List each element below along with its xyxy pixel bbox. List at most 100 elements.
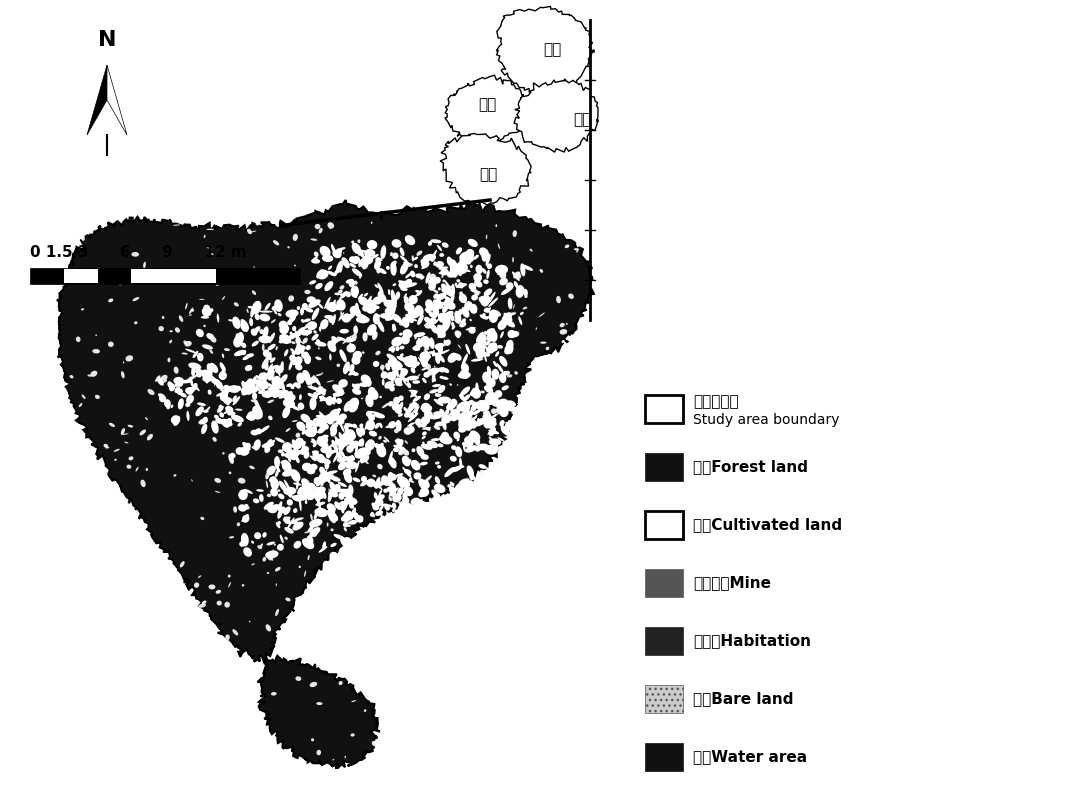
Ellipse shape (526, 404, 536, 413)
Ellipse shape (416, 250, 423, 256)
Ellipse shape (449, 484, 451, 492)
Ellipse shape (399, 501, 409, 510)
Ellipse shape (442, 501, 448, 508)
Ellipse shape (430, 746, 432, 749)
Ellipse shape (367, 478, 376, 487)
Ellipse shape (421, 358, 428, 368)
Ellipse shape (464, 481, 472, 486)
Ellipse shape (352, 383, 353, 385)
Ellipse shape (437, 444, 444, 448)
Ellipse shape (418, 578, 425, 586)
Ellipse shape (377, 464, 383, 469)
Ellipse shape (414, 336, 417, 340)
Ellipse shape (339, 440, 348, 449)
Ellipse shape (564, 245, 570, 248)
Ellipse shape (286, 428, 290, 431)
Ellipse shape (262, 532, 267, 538)
Ellipse shape (444, 299, 453, 308)
Ellipse shape (203, 410, 209, 413)
Ellipse shape (461, 407, 465, 411)
Ellipse shape (415, 732, 420, 734)
Ellipse shape (574, 506, 578, 510)
Ellipse shape (336, 299, 346, 311)
Ellipse shape (340, 443, 349, 448)
Ellipse shape (219, 412, 224, 418)
Ellipse shape (399, 332, 402, 336)
Ellipse shape (74, 498, 77, 505)
Ellipse shape (435, 278, 440, 282)
Ellipse shape (403, 427, 412, 435)
Ellipse shape (527, 640, 531, 645)
Ellipse shape (328, 511, 338, 522)
Ellipse shape (405, 314, 414, 323)
Ellipse shape (398, 502, 405, 505)
Ellipse shape (201, 423, 207, 434)
Ellipse shape (348, 371, 355, 375)
Ellipse shape (94, 660, 97, 662)
Ellipse shape (306, 535, 314, 546)
Ellipse shape (483, 341, 490, 345)
Ellipse shape (458, 584, 461, 588)
Ellipse shape (418, 502, 431, 510)
Ellipse shape (340, 503, 345, 514)
Ellipse shape (264, 357, 268, 368)
Ellipse shape (253, 440, 260, 451)
Ellipse shape (450, 398, 458, 406)
Ellipse shape (359, 296, 368, 306)
Ellipse shape (496, 403, 506, 412)
Ellipse shape (474, 563, 480, 566)
Ellipse shape (455, 658, 458, 662)
Ellipse shape (417, 423, 421, 427)
Ellipse shape (294, 265, 296, 266)
Ellipse shape (407, 522, 409, 535)
Ellipse shape (444, 340, 446, 346)
Ellipse shape (319, 228, 322, 233)
Ellipse shape (315, 357, 321, 360)
Ellipse shape (291, 520, 298, 524)
Ellipse shape (367, 324, 377, 336)
Ellipse shape (556, 646, 562, 651)
Ellipse shape (558, 482, 561, 488)
Text: 迁安: 迁安 (479, 167, 497, 183)
Ellipse shape (132, 667, 138, 675)
Ellipse shape (179, 380, 192, 383)
Ellipse shape (403, 357, 415, 367)
Ellipse shape (450, 408, 460, 418)
Ellipse shape (335, 415, 344, 426)
Ellipse shape (388, 596, 392, 598)
Ellipse shape (458, 415, 462, 428)
Ellipse shape (337, 489, 349, 493)
Ellipse shape (377, 444, 386, 457)
Ellipse shape (383, 561, 388, 564)
Ellipse shape (316, 388, 327, 394)
Ellipse shape (444, 495, 450, 502)
Text: 水域Water area: 水域Water area (692, 749, 807, 765)
Ellipse shape (376, 482, 381, 488)
Ellipse shape (346, 525, 351, 526)
Ellipse shape (476, 332, 484, 342)
Ellipse shape (349, 256, 356, 262)
Ellipse shape (462, 353, 468, 366)
Ellipse shape (443, 316, 450, 328)
Ellipse shape (449, 481, 455, 486)
Ellipse shape (275, 220, 278, 227)
Ellipse shape (81, 394, 85, 399)
Ellipse shape (285, 597, 290, 601)
Ellipse shape (189, 308, 193, 314)
Ellipse shape (299, 450, 305, 455)
Ellipse shape (383, 554, 388, 560)
Ellipse shape (497, 345, 503, 349)
Ellipse shape (255, 428, 261, 435)
Ellipse shape (403, 728, 405, 735)
Ellipse shape (492, 401, 504, 406)
Ellipse shape (443, 521, 452, 529)
Ellipse shape (451, 283, 456, 295)
Ellipse shape (332, 440, 338, 452)
Ellipse shape (282, 442, 291, 452)
Ellipse shape (369, 535, 372, 538)
Ellipse shape (270, 384, 280, 386)
Ellipse shape (294, 438, 304, 447)
Ellipse shape (398, 395, 403, 401)
Ellipse shape (277, 521, 281, 525)
Ellipse shape (409, 651, 415, 658)
